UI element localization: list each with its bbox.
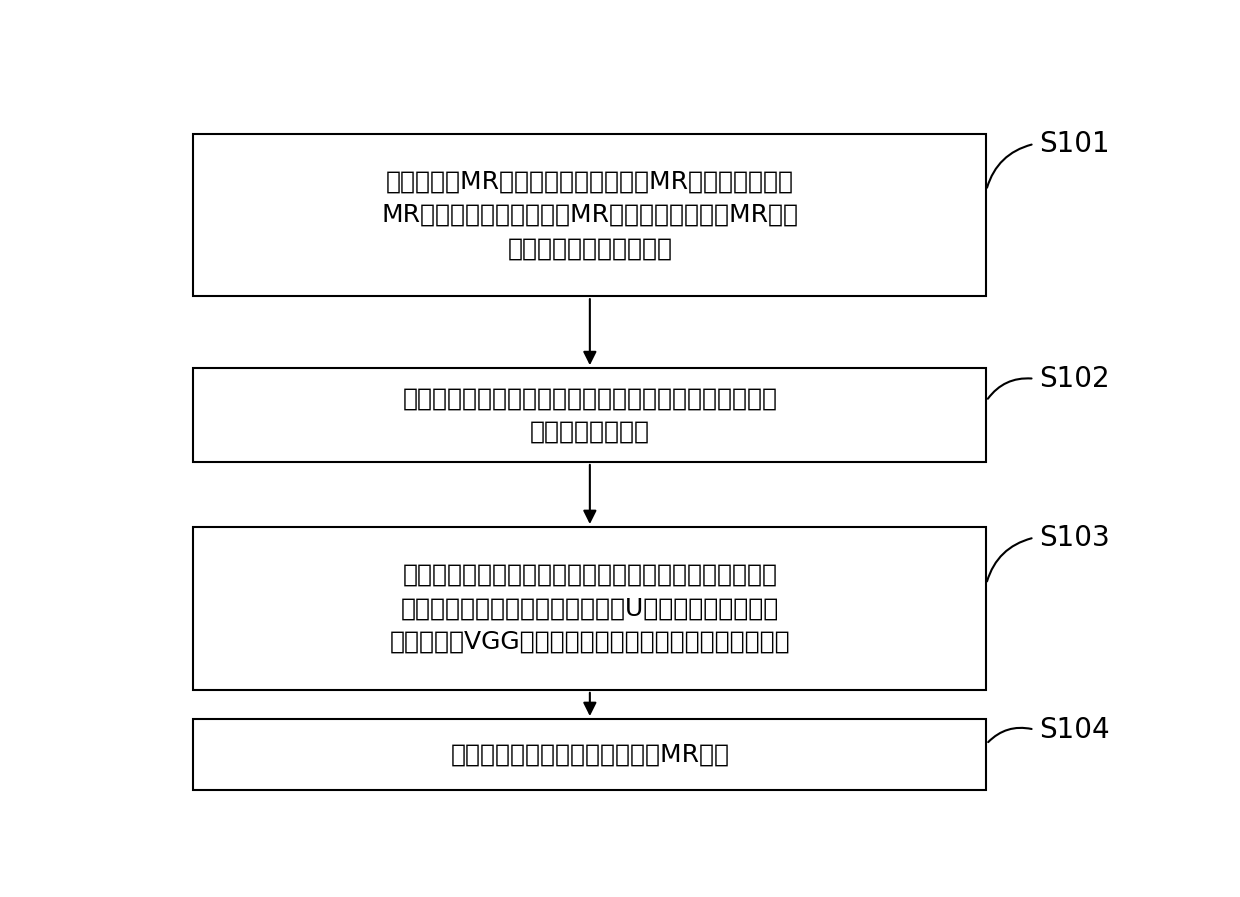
Text: 对所述第一训练数据集进行统一维度处理和平缓处理，得
到第二训练数据集: 对所述第一训练数据集进行统一维度处理和平缓处理，得 到第二训练数据集: [402, 387, 777, 444]
Bar: [193, 719, 986, 790]
Bar: [193, 369, 986, 462]
Text: S104: S104: [1039, 716, 1110, 744]
Text: 获取全采样MR图像，根据所述全采样MR图像获取欠采样
MR图像，建立所述欠采样MR图像到所述全采样MR图像
的映射的第一训练数据集: 获取全采样MR图像，根据所述全采样MR图像获取欠采样 MR图像，建立所述欠采样M…: [382, 170, 799, 260]
Text: S101: S101: [1039, 130, 1110, 158]
Text: S103: S103: [1039, 524, 1110, 552]
Text: 根据训练后的卷积神经网络重建MR图像: 根据训练后的卷积神经网络重建MR图像: [450, 743, 729, 767]
Bar: [193, 527, 986, 690]
Bar: [193, 134, 986, 296]
Text: 通过所述第二训练数据集训练预先设定的卷积神经网络，
所述卷积神经网络为引入残差项的U型卷积神经网络，载
入训练好的VGG网络参数进行迁移学习对网络参数初始化: 通过所述第二训练数据集训练预先设定的卷积神经网络， 所述卷积神经网络为引入残差项…: [389, 563, 790, 654]
Text: S102: S102: [1039, 365, 1110, 393]
